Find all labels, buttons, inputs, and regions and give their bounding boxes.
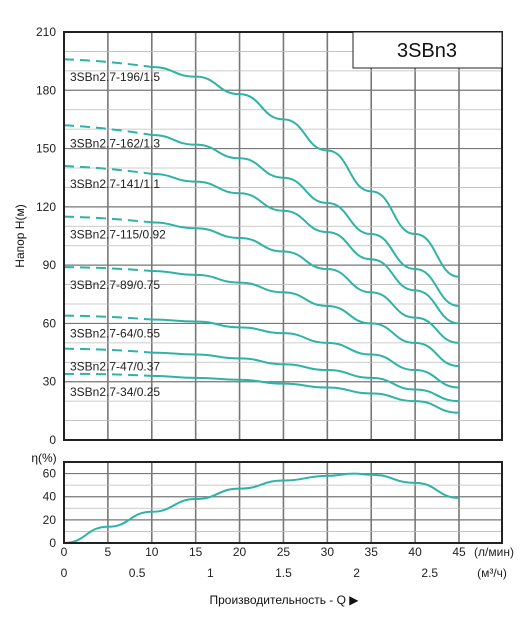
head-curve-label: 3SBn2.7-196/1.5 (70, 70, 160, 84)
flow-lpm-tick-label: 25 (277, 545, 291, 559)
flow-m3h-tick-label: 2.5 (421, 566, 438, 580)
flow-lpm-unit: (л/мин) (474, 545, 514, 559)
flow-m3h-tick-label: 2 (353, 566, 360, 580)
head-curve-label: 3SBn2.7-47/0.37 (70, 360, 160, 374)
flow-m3h-unit: (м³/ч) (477, 566, 507, 580)
head-curve-solid (151, 221, 460, 344)
efficiency-y-tick-label: 20 (43, 513, 57, 527)
head-curve-solid (151, 318, 460, 389)
efficiency-y-tick-label: 40 (43, 490, 57, 504)
head-curve-dashed (63, 347, 152, 354)
flow-lpm-tick-label: 45 (452, 545, 466, 559)
efficiency-axis-label: η(%) (31, 451, 56, 465)
head-curve-solid (151, 351, 460, 403)
model-title-box (352, 31, 503, 69)
head-curve-label: 3SBn2.7-115/0.92 (70, 228, 166, 242)
head-y-tick-label: 0 (49, 433, 56, 447)
flow-lpm-tick-label: 0 (61, 545, 68, 559)
head-curve-label: 3SBn2.7-64/0.55 (70, 327, 160, 341)
efficiency-curve (63, 472, 460, 544)
head-y-tick-label: 210 (36, 25, 56, 39)
head-curve-solid (151, 65, 460, 278)
head-y-tick-label: 90 (43, 258, 57, 272)
head-curve-dashed (63, 314, 152, 321)
head-axis-label: Напор H(м) (13, 204, 27, 267)
flow-lpm-tick-label: 20 (233, 545, 247, 559)
flow-lpm-tick-label: 40 (408, 545, 422, 559)
head-curve-dashed (63, 165, 152, 175)
efficiency-curves (63, 472, 460, 544)
model-title: 3SBn3 (397, 40, 457, 62)
head-curve-label: 3SBn2.7-89/0.75 (70, 278, 160, 292)
head-y-tick-label: 30 (43, 375, 57, 389)
flow-lpm-tick-label: 5 (105, 545, 112, 559)
efficiency-grid (64, 462, 502, 543)
head-curve-label: 3SBn2.7-141/1.1 (70, 177, 160, 191)
efficiency-y-tick-label: 60 (43, 467, 57, 481)
head-curve-dashed (63, 372, 152, 377)
head-curve-dashed (63, 58, 152, 68)
efficiency-chart-frame (63, 461, 503, 544)
head-curve-solid (151, 269, 460, 368)
efficiency-y-tick-label: 0 (49, 536, 56, 550)
efficiency-y-ticks: 0 20 40 60 (43, 467, 57, 550)
head-curve-solid (151, 133, 460, 307)
head-curve-solid (151, 374, 460, 414)
head-curve-label: 3SBn2.7-162/1.3 (70, 136, 160, 150)
head-curve-label: 3SBn2.7-34/0.25 (70, 385, 160, 399)
flow-lpm-tick-label: 15 (189, 545, 203, 559)
head-y-tick-label: 180 (36, 83, 56, 97)
flow-lpm-tick-label: 35 (365, 545, 379, 559)
flow-lpm-ticks: 0 5 10 15 20 25 30 35 40 45 (61, 545, 466, 559)
flow-lpm-tick-label: 10 (145, 545, 159, 559)
head-y-tick-label: 120 (36, 200, 56, 214)
head-curve-dashed (63, 215, 152, 224)
flow-lpm-tick-label: 30 (321, 545, 335, 559)
head-curve-dashed (63, 266, 152, 272)
flow-m3h-ticks: 0 0.5 1 1.5 2 2.5 (61, 566, 439, 580)
head-curve-labels: 3SBn2.7-196/1.5 3SBn2.7-162/1.3 3SBn2.7-14… (70, 70, 166, 399)
flow-m3h-tick-label: 1.5 (275, 566, 292, 580)
head-curves (63, 58, 460, 414)
flow-m3h-tick-label: 0 (61, 566, 68, 580)
head-chart-frame (63, 31, 503, 441)
head-curve-dashed (63, 124, 152, 136)
head-curve-solid (151, 172, 460, 325)
flow-axis-label: Производительность - Q ▶ (209, 593, 359, 607)
flow-m3h-tick-label: 0.5 (129, 566, 146, 580)
head-grid (64, 32, 502, 440)
head-y-tick-label: 150 (36, 142, 56, 156)
flow-m3h-tick-label: 1 (207, 566, 214, 580)
head-y-tick-label: 60 (43, 316, 57, 330)
head-y-ticks: 0 30 60 90 120 150 180 210 (36, 25, 56, 447)
